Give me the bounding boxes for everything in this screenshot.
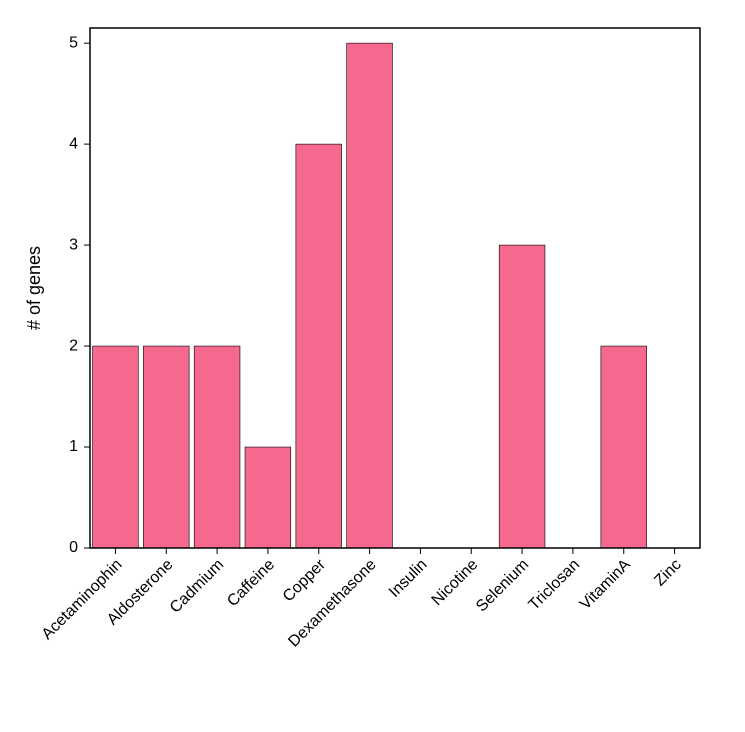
bar [296, 144, 342, 548]
bar [245, 447, 291, 548]
y-tick-label: 3 [69, 236, 78, 253]
x-tick-label: Zinc [651, 556, 684, 589]
y-tick-label: 1 [69, 438, 78, 455]
bar [601, 346, 647, 548]
y-tick-label: 4 [69, 135, 78, 152]
y-tick-label: 2 [69, 337, 78, 354]
bar [93, 346, 139, 548]
x-tick-label: VitaminA [577, 556, 634, 613]
bar [143, 346, 189, 548]
bar [347, 43, 393, 548]
bar [499, 245, 545, 548]
x-tick-label: Insulin [386, 556, 431, 601]
x-tick-label: Cadmium [167, 556, 227, 616]
x-tick-label: Selenium [473, 556, 532, 615]
y-tick-label: 0 [69, 539, 78, 556]
genes-bar-chart: 012345AcetaminophinAldosteroneCadmiumCaf… [0, 0, 745, 732]
x-tick-label: Caffeine [224, 556, 278, 610]
x-tick-label: Acetaminophin [39, 556, 126, 643]
x-tick-label: Dexamethasone [285, 556, 379, 650]
x-tick-label: Triclosan [526, 556, 583, 613]
bar [194, 346, 240, 548]
x-tick-label: Nicotine [429, 556, 482, 609]
y-tick-label: 5 [69, 34, 78, 51]
x-tick-label: Copper [280, 556, 330, 606]
chart-container: 012345AcetaminophinAldosteroneCadmiumCaf… [0, 0, 745, 732]
y-axis-label: # of genes [24, 246, 44, 330]
